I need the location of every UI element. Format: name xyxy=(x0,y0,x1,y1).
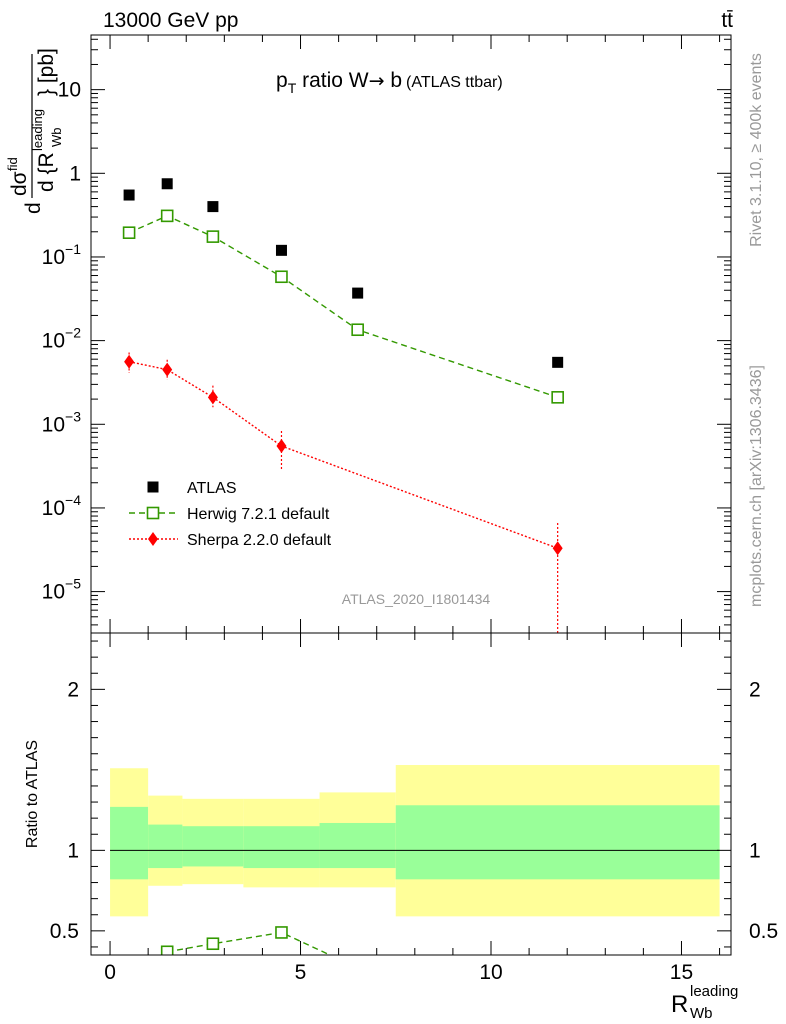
svg-text:d: d xyxy=(22,202,45,214)
data-point xyxy=(551,391,564,404)
main-y-axis-label: d dσ fid d {R leading Wb } [pb] xyxy=(5,48,64,214)
main-y-tick-label: 10−1 xyxy=(42,241,82,269)
stat-uncertainty-band xyxy=(182,826,244,867)
legend-item: ATLAS xyxy=(147,480,237,497)
series-sherpa-2-2-0-default xyxy=(124,352,563,633)
legend-item: Herwig 7.2.1 default xyxy=(129,506,330,523)
x-tick-label: 5 xyxy=(295,961,307,984)
svg-text:dσ: dσ xyxy=(8,171,31,196)
legend-marker xyxy=(146,506,160,520)
legend-marker xyxy=(148,532,158,546)
data-point xyxy=(123,189,135,201)
data-point xyxy=(207,390,218,405)
analysis-watermark: ATLAS_2020_I1801434 xyxy=(342,591,491,607)
ratio-y-tick-label-right: 2 xyxy=(749,678,761,701)
header-energy-label: 13000 GeV pp xyxy=(103,9,238,32)
ratio-y-axis-label: Ratio to ATLAS xyxy=(24,740,41,848)
data-point xyxy=(161,178,173,190)
series-atlas xyxy=(123,178,564,368)
ratio-y-tick-label: 1 xyxy=(67,839,79,862)
series-herwig-7-2-1-default xyxy=(122,209,564,404)
x-tick-label: 15 xyxy=(670,961,693,984)
ratio-plot-frame xyxy=(90,632,732,956)
stat-uncertainty-band xyxy=(319,822,396,869)
ratio-y-tick-label: 0.5 xyxy=(50,920,79,943)
x-tick-label: 0 xyxy=(104,961,116,984)
ratio-x-axis-label: R leading Wb xyxy=(671,983,738,1022)
main-y-tick-label: 10−5 xyxy=(42,576,82,604)
legend: ATLAS Herwig 7.2.1 default Sherpa 2.2.0 de… xyxy=(129,480,332,549)
x-tick-label: 10 xyxy=(479,961,502,984)
data-point xyxy=(552,541,563,556)
main-y-tick-label: 10−3 xyxy=(42,408,82,436)
ratio-y-tick-label-right: 0.5 xyxy=(749,920,778,943)
legend-label: ATLAS xyxy=(187,480,237,497)
ratio-y-tick-label: 2 xyxy=(67,678,79,701)
main-y-tick-label: 10−4 xyxy=(42,492,82,520)
svg-text:leading: leading xyxy=(30,109,45,151)
data-point xyxy=(552,356,564,368)
main-plot-title: pT ratio W→ b (ATLAS ttbar) xyxy=(276,69,503,96)
main-plot-panel: 10−5 10−4 10−3 10−2 10−1 1 10 pT ratio W→ b (AT… xyxy=(5,34,732,634)
data-point xyxy=(275,270,288,284)
ratio-plot-panel: 0.5 0.5 1 1 2 2 0 5 10 15 Ratio to ATLAS R leadin… xyxy=(24,632,778,1022)
svg-text:d {R: d {R xyxy=(35,152,58,192)
ratio-series-herwig xyxy=(160,926,332,955)
ratio-y-tick-label-right: 1 xyxy=(749,839,761,862)
svg-text:Wb: Wb xyxy=(49,128,64,148)
stat-uncertainty-band xyxy=(148,824,183,869)
svg-text:R: R xyxy=(671,991,688,1018)
data-point xyxy=(206,230,220,243)
data-point xyxy=(122,226,136,240)
svg-text:fid: fid xyxy=(5,157,20,171)
data-point xyxy=(275,244,287,256)
header-process-label: tt̄ xyxy=(721,9,733,32)
svg-text:Wb: Wb xyxy=(690,1005,713,1022)
ratio-series-line xyxy=(167,931,332,955)
legend-item: Sherpa 2.2.0 default xyxy=(129,532,332,549)
data-point xyxy=(351,323,364,337)
stat-uncertainty-band xyxy=(110,806,149,880)
stat-uncertainty-band xyxy=(395,805,720,880)
main-y-tick-label: 10−2 xyxy=(42,325,82,353)
svg-text:} [pb]: } [pb] xyxy=(35,48,58,96)
mcplots-reference-label: mcplots.cern.ch [arXiv:1306.3436] xyxy=(748,365,765,607)
data-point xyxy=(276,439,287,454)
legend-label: Herwig 7.2.1 default xyxy=(187,506,330,523)
ratio-data-point xyxy=(275,926,288,939)
main-y-tick-label: 10 xyxy=(58,79,81,102)
legend-marker xyxy=(147,481,159,493)
legend-label: Sherpa 2.2.0 default xyxy=(187,532,332,549)
data-point xyxy=(124,354,135,369)
data-point xyxy=(352,287,364,299)
ratio-data-point xyxy=(206,937,220,951)
rivet-version-label: Rivet 3.1.10, ≥ 400k events xyxy=(748,53,765,247)
data-point xyxy=(160,209,174,223)
ratio-data-point xyxy=(160,945,174,955)
series-line xyxy=(128,215,558,398)
stat-uncertainty-band xyxy=(243,826,320,869)
data-point xyxy=(162,362,173,377)
main-y-tick-label: 1 xyxy=(69,162,81,185)
data-point xyxy=(207,201,219,213)
svg-text:leading: leading xyxy=(690,983,738,1000)
